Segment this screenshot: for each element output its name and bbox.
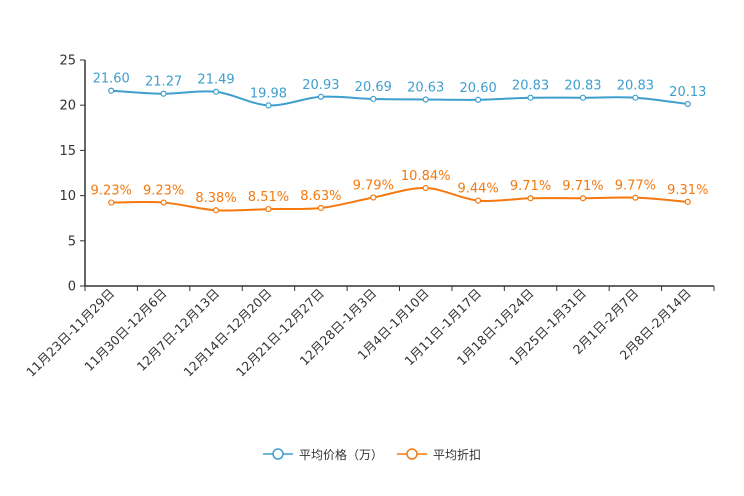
data-point bbox=[527, 94, 534, 101]
data-label: 9.79% bbox=[353, 178, 394, 193]
series-line bbox=[111, 187, 688, 212]
data-point bbox=[632, 94, 639, 101]
data-point bbox=[422, 184, 429, 192]
series-1: 9.23% 9.23% 8.38% 8.51% 8.63% 9.79% 10.84% 9.44… bbox=[91, 169, 708, 214]
data-label: 20.83 bbox=[512, 79, 549, 94]
series-0: 21.60 21.27 21.49 19.98 20.93 20.69 20.63 20.60… bbox=[93, 72, 706, 109]
y-tick-label: 25 bbox=[59, 54, 76, 69]
x-axis: 11月23日-11月29日11月30日-12月6日12月7日-12月13日12月… bbox=[23, 285, 715, 380]
data-point bbox=[475, 96, 482, 103]
data-label: 10.84% bbox=[401, 169, 451, 184]
legend-discount-label: 平均折扣 bbox=[433, 447, 482, 462]
y-tick-label: 0 bbox=[68, 280, 76, 295]
data-label: 20.63 bbox=[407, 81, 444, 96]
data-label: 20.83 bbox=[617, 79, 654, 94]
legend-item-discount[interactable]: 平均折扣 bbox=[397, 446, 481, 463]
y-tick-label: 15 bbox=[59, 144, 76, 159]
line-chart: 0 5 10 15 20 25 11月23日-11月29日11月30日-12月6日12月7… bbox=[23, 54, 715, 380]
legend-item-price[interactable]: 平均价格（万） bbox=[262, 446, 383, 463]
data-point bbox=[422, 96, 429, 103]
data-point bbox=[527, 195, 534, 202]
data-point bbox=[370, 194, 377, 201]
y-tick-label: 10 bbox=[59, 189, 76, 204]
x-tick-label: 12月21日-12月27日 bbox=[233, 286, 327, 380]
data-label: 8.38% bbox=[195, 191, 236, 206]
data-label: 9.71% bbox=[510, 179, 551, 194]
y-tick-label: 5 bbox=[68, 234, 76, 249]
data-label: 20.60 bbox=[460, 81, 497, 96]
data-label: 9.23% bbox=[143, 184, 184, 199]
data-point bbox=[160, 90, 167, 97]
y-tick-label: 20 bbox=[59, 99, 76, 114]
x-tick-label: 12月14日-12月20日 bbox=[180, 286, 274, 380]
legend-discount-marker-icon bbox=[397, 448, 427, 460]
data-label: 21.27 bbox=[145, 75, 182, 90]
data-label: 9.71% bbox=[562, 179, 603, 194]
y-axis: 0 5 10 15 20 25 bbox=[59, 54, 86, 295]
data-label: 20.93 bbox=[302, 78, 339, 93]
data-point bbox=[684, 100, 691, 108]
data-label: 9.23% bbox=[91, 184, 132, 199]
data-point bbox=[212, 88, 220, 95]
data-point bbox=[108, 199, 115, 206]
data-point bbox=[317, 204, 324, 212]
data-label: 9.44% bbox=[457, 182, 498, 197]
legend: 平均价格（万） 平均折扣 bbox=[0, 444, 744, 464]
data-label: 19.98 bbox=[250, 86, 287, 101]
data-point bbox=[475, 197, 482, 204]
data-label: 21.60 bbox=[93, 72, 130, 87]
series-line bbox=[111, 89, 688, 107]
data-point bbox=[579, 94, 587, 101]
data-point bbox=[370, 95, 377, 103]
data-point bbox=[684, 198, 691, 205]
data-point bbox=[579, 195, 587, 202]
data-label: 21.49 bbox=[197, 73, 234, 88]
legend-price-marker-icon bbox=[262, 448, 293, 460]
x-tick-label: 11月23日-11月29日 bbox=[23, 286, 117, 380]
data-label: 9.77% bbox=[615, 179, 656, 194]
legend-price-label: 平均价格（万） bbox=[298, 447, 383, 462]
data-point bbox=[265, 205, 272, 213]
data-label: 20.13 bbox=[669, 85, 706, 100]
data-point bbox=[212, 207, 220, 214]
series-layer: 21.60 21.27 21.49 19.98 20.93 20.69 20.63 20.60… bbox=[91, 72, 708, 214]
data-label: 20.83 bbox=[564, 79, 601, 94]
data-point bbox=[160, 199, 167, 206]
data-point bbox=[632, 194, 639, 201]
data-point bbox=[317, 93, 324, 100]
data-point bbox=[265, 102, 272, 109]
data-point bbox=[108, 87, 115, 94]
data-label: 9.31% bbox=[667, 183, 708, 198]
data-label: 8.63% bbox=[300, 189, 341, 204]
data-label: 8.51% bbox=[248, 190, 289, 205]
data-label: 20.69 bbox=[355, 80, 392, 95]
